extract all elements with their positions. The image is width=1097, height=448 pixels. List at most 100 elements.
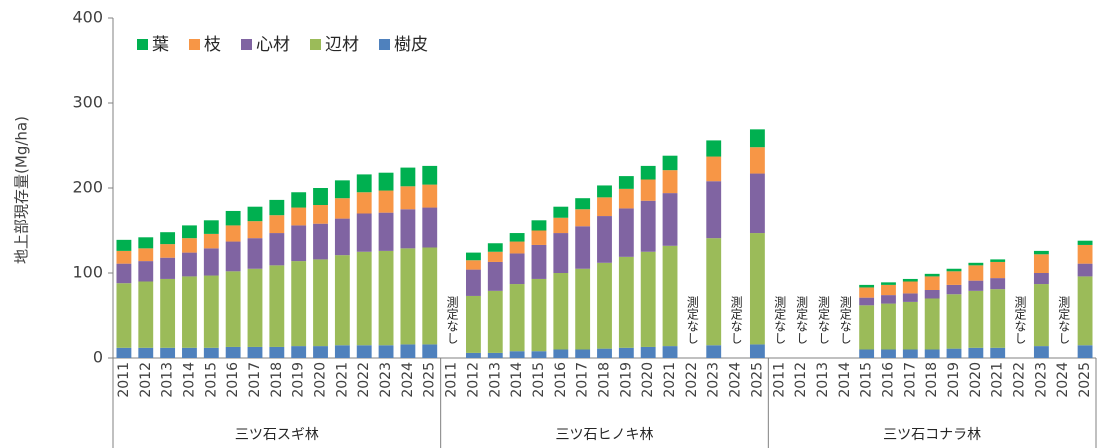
x-tick-label: 2024 xyxy=(400,362,416,398)
bar-segment xyxy=(400,167,416,187)
bar-segment xyxy=(116,263,132,284)
bar-segment xyxy=(553,206,569,218)
x-tick-label: 2014 xyxy=(837,362,853,398)
x-tick-label: 2015 xyxy=(203,362,219,398)
bar-segment xyxy=(356,174,372,193)
bar-segment xyxy=(378,345,394,358)
bar-segment xyxy=(182,276,197,348)
bar-segment xyxy=(487,243,503,252)
x-tick-label: 2020 xyxy=(640,362,656,398)
bar-segment xyxy=(291,192,307,208)
bar-segment xyxy=(618,347,634,358)
x-tick-label: 2016 xyxy=(880,362,896,398)
bar-segment xyxy=(597,197,612,217)
bar-segment xyxy=(466,252,481,261)
no-data-label: 測定なし xyxy=(445,296,459,344)
bar-segment xyxy=(400,209,416,249)
x-tick-label: 2017 xyxy=(902,362,918,398)
x-tick-label: 2022 xyxy=(356,362,372,398)
bar-segment xyxy=(247,346,263,358)
bar-segment xyxy=(597,185,612,198)
bar-segment xyxy=(946,271,962,285)
legend-label: 心材 xyxy=(256,35,290,55)
bar-segment xyxy=(618,208,634,257)
bar-segment xyxy=(990,278,1006,290)
bar-segment xyxy=(378,172,394,191)
bar-segment xyxy=(990,347,1006,358)
bar-segment xyxy=(334,345,350,358)
bar-segment xyxy=(531,278,547,352)
x-tick-label: 2023 xyxy=(1033,362,1049,398)
bar-segment xyxy=(640,179,656,201)
bar-segment xyxy=(203,233,219,249)
x-tick-label: 2015 xyxy=(531,362,547,398)
bar-segment xyxy=(924,290,940,299)
bar-segment xyxy=(662,346,678,358)
bar-segment xyxy=(225,241,241,272)
bar-segment xyxy=(749,344,765,358)
bar-segment xyxy=(662,245,678,347)
bar-segment xyxy=(553,217,569,234)
x-tick-label: 2012 xyxy=(138,362,154,398)
bar-segment xyxy=(334,198,350,219)
bar-segment xyxy=(466,269,481,296)
bar-segment xyxy=(378,190,394,213)
bar-segment xyxy=(466,260,481,270)
x-tick-label: 2014 xyxy=(509,362,525,398)
bar-segment xyxy=(1077,276,1093,346)
bar-segment xyxy=(859,284,875,288)
bar-segment xyxy=(247,238,263,269)
x-tick-label: 2020 xyxy=(968,362,984,398)
x-tick-label: 2025 xyxy=(749,362,765,398)
group-label: 三ツ石ヒノキ林 xyxy=(556,427,654,443)
bar-segment xyxy=(160,347,176,358)
x-tick-label: 2012 xyxy=(465,362,481,398)
bar-segment xyxy=(597,216,612,263)
bar-segment xyxy=(334,180,350,199)
bar-segment xyxy=(225,210,241,226)
x-tick-label: 2018 xyxy=(269,362,285,398)
x-tick-label: 2017 xyxy=(247,362,263,398)
no-data-label: 測定なし xyxy=(838,296,852,344)
bar-segment xyxy=(225,271,241,347)
bar-segment xyxy=(749,173,765,234)
bar-segment xyxy=(116,239,132,251)
bar-segment xyxy=(160,244,176,258)
bar-segment xyxy=(356,192,372,214)
x-tick-label: 2023 xyxy=(706,362,722,398)
bar-segment xyxy=(618,188,634,209)
bar-segment xyxy=(1077,240,1093,245)
legend-swatch xyxy=(310,39,321,50)
group-label: 三ツ石コナラ林 xyxy=(883,427,981,443)
bar-segment xyxy=(182,252,197,277)
bar-segment xyxy=(924,276,940,290)
bar-segment xyxy=(706,181,722,239)
bar-segment xyxy=(487,352,503,358)
bar-segment xyxy=(1077,263,1093,277)
bar-segment xyxy=(924,273,940,277)
bar-segment xyxy=(902,301,918,350)
bar-segment xyxy=(968,347,984,358)
x-tick-label: 2022 xyxy=(1012,362,1028,398)
bar-segment xyxy=(706,140,722,157)
bar-segment xyxy=(946,268,962,272)
x-tick-label: 2015 xyxy=(859,362,875,398)
bar-segment xyxy=(640,165,656,180)
bar-segment xyxy=(531,351,547,358)
bar-segment xyxy=(902,293,918,302)
x-tick-label: 2024 xyxy=(728,362,744,398)
bar-segment xyxy=(553,349,569,358)
bar-segment xyxy=(466,352,481,358)
legend-swatch xyxy=(137,39,148,50)
x-tick-label: 2011 xyxy=(116,362,132,398)
bar-segment xyxy=(618,256,634,348)
bar-segment xyxy=(575,209,591,227)
bar-segment xyxy=(160,232,176,245)
bar-segment xyxy=(859,287,875,298)
bar-segment xyxy=(269,233,285,266)
bar-segment xyxy=(400,248,416,345)
bar-segment xyxy=(531,230,547,245)
bar-segment xyxy=(509,284,525,352)
bar-segment xyxy=(902,278,918,282)
x-tick-label: 2018 xyxy=(597,362,613,398)
